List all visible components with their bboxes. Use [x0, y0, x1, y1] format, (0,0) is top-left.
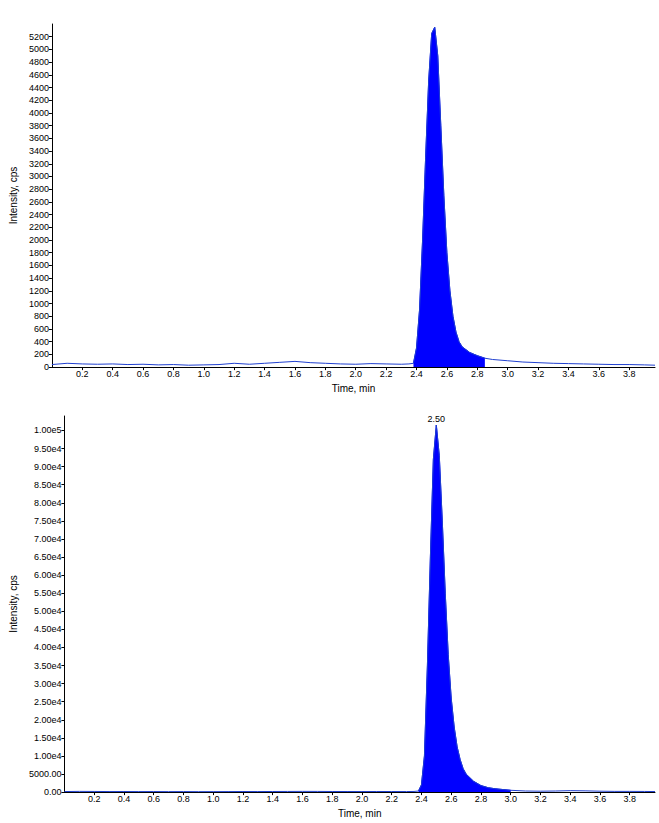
svg-text:1800: 1800: [29, 248, 49, 258]
svg-text:5000: 5000: [29, 44, 49, 54]
svg-text:0.8: 0.8: [177, 794, 190, 804]
svg-text:Time, min: Time, min: [332, 383, 376, 394]
svg-text:0.2: 0.2: [76, 369, 89, 379]
svg-text:1.4: 1.4: [258, 369, 271, 379]
svg-text:5.50e4: 5.50e4: [34, 588, 62, 598]
svg-text:3000: 3000: [29, 171, 49, 181]
svg-text:3.4: 3.4: [562, 369, 575, 379]
svg-text:3.8: 3.8: [623, 369, 636, 379]
svg-text:Time, min: Time, min: [338, 808, 382, 819]
svg-text:1.6: 1.6: [289, 369, 302, 379]
svg-text:3.4: 3.4: [564, 794, 577, 804]
svg-text:8.50e4: 8.50e4: [34, 480, 62, 490]
svg-text:2.2: 2.2: [385, 794, 398, 804]
svg-text:8.00e4: 8.00e4: [34, 498, 62, 508]
svg-text:1600: 1600: [29, 260, 49, 270]
svg-text:2.50: 2.50: [428, 414, 446, 424]
svg-text:2.0: 2.0: [349, 369, 362, 379]
svg-text:2000: 2000: [29, 235, 49, 245]
svg-text:3.2: 3.2: [532, 369, 545, 379]
svg-text:7.00e4: 7.00e4: [34, 534, 62, 544]
svg-text:200: 200: [34, 349, 49, 359]
svg-text:800: 800: [34, 311, 49, 321]
svg-text:2400: 2400: [29, 210, 49, 220]
svg-text:5200: 5200: [29, 32, 49, 42]
svg-text:4.50e4: 4.50e4: [34, 624, 62, 634]
svg-text:3.00e4: 3.00e4: [34, 679, 62, 689]
svg-text:4800: 4800: [29, 57, 49, 67]
svg-text:Intensity, cps: Intensity, cps: [8, 167, 19, 225]
svg-text:3600: 3600: [29, 133, 49, 143]
svg-text:7.50e4: 7.50e4: [34, 516, 62, 526]
svg-text:2.2: 2.2: [380, 369, 393, 379]
svg-text:4.00e4: 4.00e4: [34, 642, 62, 652]
svg-text:3.6: 3.6: [593, 369, 606, 379]
svg-text:2.00e4: 2.00e4: [34, 715, 62, 725]
svg-text:3.50e4: 3.50e4: [34, 661, 62, 671]
svg-text:1.0: 1.0: [207, 794, 220, 804]
svg-text:1400: 1400: [29, 273, 49, 283]
svg-text:1000: 1000: [29, 299, 49, 309]
svg-text:9.50e4: 9.50e4: [34, 444, 62, 454]
svg-text:0.6: 0.6: [147, 794, 160, 804]
svg-text:6.00e4: 6.00e4: [34, 570, 62, 580]
svg-text:600: 600: [34, 324, 49, 334]
svg-text:0.6: 0.6: [137, 369, 150, 379]
svg-text:2.4: 2.4: [415, 794, 428, 804]
svg-text:1.4: 1.4: [266, 794, 279, 804]
svg-text:400: 400: [34, 337, 49, 347]
svg-text:1.00e4: 1.00e4: [34, 751, 62, 761]
svg-text:9.00e4: 9.00e4: [34, 462, 62, 472]
svg-text:1.6: 1.6: [296, 794, 309, 804]
svg-text:1.8: 1.8: [319, 369, 332, 379]
svg-text:4400: 4400: [29, 83, 49, 93]
svg-text:5000.00: 5000.00: [29, 769, 62, 779]
svg-text:4200: 4200: [29, 95, 49, 105]
svg-text:1.2: 1.2: [237, 794, 250, 804]
svg-text:1200: 1200: [29, 286, 49, 296]
svg-text:6.50e4: 6.50e4: [34, 552, 62, 562]
svg-text:1.50e4: 1.50e4: [34, 733, 62, 743]
svg-text:2.6: 2.6: [445, 794, 458, 804]
svg-text:3.0: 3.0: [504, 794, 517, 804]
svg-text:0.4: 0.4: [106, 369, 119, 379]
svg-text:3.2: 3.2: [534, 794, 547, 804]
svg-text:0.00: 0.00: [44, 787, 62, 797]
svg-text:0.8: 0.8: [167, 369, 180, 379]
svg-text:1.8: 1.8: [326, 794, 339, 804]
svg-text:3400: 3400: [29, 146, 49, 156]
svg-text:0.2: 0.2: [88, 794, 101, 804]
svg-text:1.0: 1.0: [198, 369, 211, 379]
svg-text:Intensity, cps: Intensity, cps: [8, 575, 19, 633]
svg-text:2.4: 2.4: [410, 369, 423, 379]
svg-text:0.4: 0.4: [118, 794, 131, 804]
svg-text:4600: 4600: [29, 70, 49, 80]
svg-text:2600: 2600: [29, 197, 49, 207]
svg-text:1.2: 1.2: [228, 369, 241, 379]
svg-text:2.6: 2.6: [441, 369, 454, 379]
svg-text:3.6: 3.6: [594, 794, 607, 804]
svg-text:4000: 4000: [29, 108, 49, 118]
svg-text:3.8: 3.8: [623, 794, 636, 804]
svg-text:2.0: 2.0: [356, 794, 369, 804]
svg-text:2800: 2800: [29, 184, 49, 194]
svg-text:0: 0: [44, 362, 49, 372]
svg-text:3.0: 3.0: [501, 369, 514, 379]
svg-text:2.8: 2.8: [475, 794, 488, 804]
svg-text:3800: 3800: [29, 121, 49, 131]
svg-text:1.00e5: 1.00e5: [34, 425, 62, 435]
svg-text:2200: 2200: [29, 222, 49, 232]
svg-text:5.00e4: 5.00e4: [34, 606, 62, 616]
svg-text:2.50e4: 2.50e4: [34, 697, 62, 707]
svg-text:3200: 3200: [29, 159, 49, 169]
svg-text:2.8: 2.8: [471, 369, 484, 379]
